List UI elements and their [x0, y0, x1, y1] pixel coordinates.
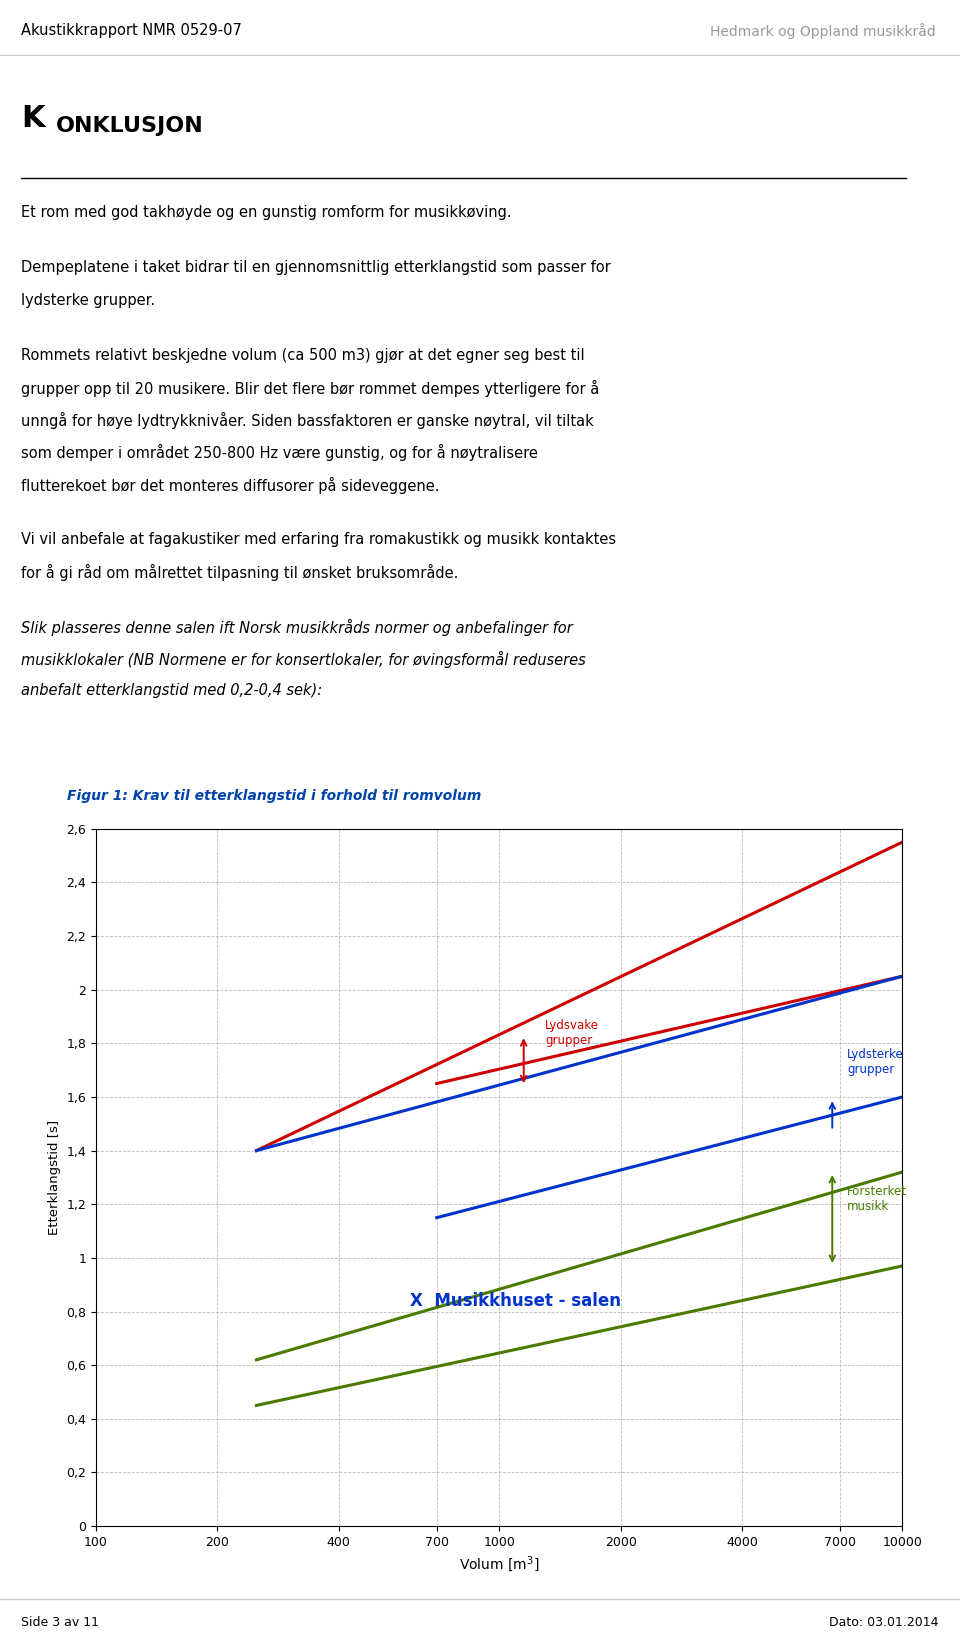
Text: lydsterke grupper.: lydsterke grupper.: [21, 292, 156, 307]
Text: Forsterket
musikk: Forsterket musikk: [848, 1185, 907, 1213]
X-axis label: Volum [m$^3$]: Volum [m$^3$]: [459, 1554, 540, 1574]
Text: Figur 1: Krav til etterklangstid i forhold til romvolum: Figur 1: Krav til etterklangstid i forho…: [67, 789, 482, 802]
Y-axis label: Etterklangstid [s]: Etterklangstid [s]: [48, 1119, 60, 1236]
Text: grupper opp til 20 musikere. Blir det flere bør rommet dempes ytterligere for å: grupper opp til 20 musikere. Blir det fl…: [21, 379, 599, 397]
Text: flutterekoet bør det monteres diffusorer på sideveggene.: flutterekoet bør det monteres diffusorer…: [21, 476, 440, 494]
Text: Slik plasseres denne salen ift Norsk musikkråds normer og anbefalinger for: Slik plasseres denne salen ift Norsk mus…: [21, 619, 573, 635]
Text: Lydsvake
grupper: Lydsvake grupper: [545, 1019, 599, 1047]
Text: Hedmark og Oppland musikkråd: Hedmark og Oppland musikkråd: [710, 23, 936, 39]
Text: K: K: [21, 105, 45, 133]
Text: musikklokaler (NB Normene er for konsertlokaler, for øvingsformål reduseres: musikklokaler (NB Normene er for konsert…: [21, 651, 586, 668]
Text: Vi vil anbefale at fagakustiker med erfaring fra romakustikk og musikk kontaktes: Vi vil anbefale at fagakustiker med erfa…: [21, 532, 616, 546]
Text: Dempeplatene i taket bidrar til en gjennomsnittlig etterklangstid som passer for: Dempeplatene i taket bidrar til en gjenn…: [21, 261, 611, 276]
Text: Lydsterke
grupper: Lydsterke grupper: [848, 1049, 904, 1076]
Text: ONKLUSJON: ONKLUSJON: [56, 117, 204, 136]
Text: som demper i området 250-800 Hz være gunstig, og for å nøytralisere: som demper i området 250-800 Hz være gun…: [21, 445, 538, 461]
Text: for å gi råd om målrettet tilpasning til ønsket bruksområde.: for å gi råd om målrettet tilpasning til…: [21, 565, 459, 581]
Text: unngå for høye lydtrykknivåer. Siden bassfaktoren er ganske nøytral, vil tiltak: unngå for høye lydtrykknivåer. Siden bas…: [21, 412, 594, 428]
Text: Side 3 av 11: Side 3 av 11: [21, 1616, 99, 1630]
Text: anbefalt etterklangstid med 0,2-0,4 sek):: anbefalt etterklangstid med 0,2-0,4 sek)…: [21, 683, 323, 697]
Text: Et rom med god takhøyde og en gunstig romform for musikkøving.: Et rom med god takhøyde og en gunstig ro…: [21, 205, 512, 220]
Text: X  Musikkhuset - salen: X Musikkhuset - salen: [410, 1291, 621, 1310]
Text: Rommets relativt beskjedne volum (ca 500 m3) gjør at det egner seg best til: Rommets relativt beskjedne volum (ca 500…: [21, 348, 585, 363]
Text: Akustikkrapport NMR 0529-07: Akustikkrapport NMR 0529-07: [21, 23, 242, 38]
Text: Dato: 03.01.2014: Dato: 03.01.2014: [829, 1616, 939, 1630]
